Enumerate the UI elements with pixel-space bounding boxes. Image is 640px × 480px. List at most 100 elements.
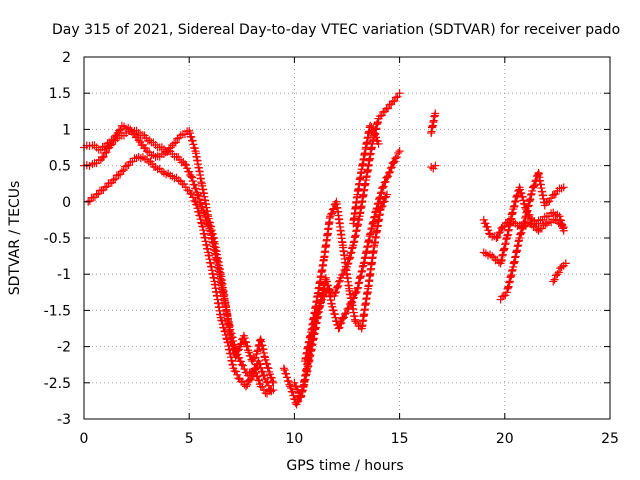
data-point: [331, 313, 340, 322]
data-point: [340, 310, 349, 319]
data-point: [219, 323, 228, 332]
data-point: [334, 324, 343, 333]
data-point: [196, 199, 205, 208]
data-point: [265, 385, 274, 394]
data-point: [221, 327, 230, 336]
data-point: [265, 370, 274, 379]
data-point: [185, 129, 194, 138]
data-point: [389, 158, 398, 167]
data-point: [242, 382, 251, 391]
data-point: [510, 201, 519, 210]
data-point: [500, 222, 509, 231]
data-point: [351, 288, 360, 297]
data-point: [122, 161, 131, 170]
x-tick-label: 15: [391, 431, 409, 447]
data-point: [386, 164, 395, 173]
data-point: [253, 372, 262, 381]
data-point: [382, 173, 391, 182]
data-point: [394, 148, 403, 157]
data-point: [253, 347, 262, 356]
data-point: [517, 189, 526, 198]
data-point: [431, 109, 440, 118]
data-point: [284, 377, 293, 386]
data-point: [251, 353, 260, 362]
plot-frame: [83, 56, 611, 420]
series-arc-4: [279, 89, 404, 409]
data-point: [267, 386, 276, 395]
data-point: [255, 376, 264, 385]
data-point: [237, 339, 246, 348]
data-point: [367, 122, 376, 131]
data-point: [339, 314, 348, 323]
data-point: [379, 182, 388, 191]
data-point: [263, 360, 272, 369]
data-point: [190, 180, 199, 189]
data-point: [279, 364, 288, 373]
data-point: [383, 172, 392, 181]
data-point: [516, 185, 525, 194]
data-point: [115, 126, 124, 135]
data-point: [251, 364, 260, 373]
data-point: [511, 196, 520, 205]
series-arc-8: [427, 109, 440, 138]
data-point: [201, 213, 210, 222]
data-point: [329, 306, 338, 315]
data-point: [488, 252, 497, 261]
data-point: [101, 149, 110, 158]
data-point: [559, 223, 568, 232]
data-point: [267, 373, 276, 382]
data-point: [390, 157, 399, 166]
data-point: [109, 176, 118, 185]
data-point: [327, 209, 336, 218]
data-point: [530, 181, 539, 190]
data-point: [378, 183, 387, 192]
data-point: [338, 315, 347, 324]
data-point: [241, 337, 250, 346]
data-point: [374, 195, 383, 204]
x-tick-label: 25: [601, 431, 619, 447]
data-point: [121, 162, 130, 171]
data-point: [242, 338, 251, 347]
data-point: [551, 215, 560, 224]
data-point: [256, 336, 265, 345]
data-point: [268, 377, 277, 386]
data-point: [290, 378, 299, 387]
data-point: [233, 370, 242, 379]
data-point: [483, 222, 492, 231]
data-point: [192, 184, 201, 193]
data-point: [352, 287, 361, 296]
data-point: [188, 136, 197, 145]
data-point: [561, 259, 570, 268]
x-tick-label: 5: [185, 431, 194, 447]
data-point: [498, 223, 507, 232]
data-point: [392, 153, 401, 162]
data-point: [188, 193, 197, 202]
data-point: [380, 178, 389, 187]
data-point: [529, 182, 538, 191]
data-point: [378, 184, 387, 193]
data-point: [518, 192, 527, 201]
data-point: [484, 226, 493, 235]
data-point: [382, 104, 391, 113]
data-point: [249, 354, 258, 363]
data-point: [496, 228, 505, 237]
data-point: [385, 168, 394, 177]
data-point: [521, 213, 530, 222]
data-point: [481, 219, 490, 228]
data-point: [479, 215, 488, 224]
data-point: [263, 378, 272, 387]
data-point: [494, 229, 503, 238]
data-point: [262, 359, 271, 368]
data-point: [218, 316, 227, 325]
series-arc-13: [549, 259, 570, 286]
data-point: [173, 134, 182, 143]
data-point: [244, 348, 253, 357]
data-point: [516, 229, 525, 238]
y-tick-label: 2: [62, 50, 71, 66]
data-point: [197, 218, 206, 227]
data-point: [384, 172, 393, 181]
data-point: [222, 334, 231, 343]
data-point: [427, 163, 436, 172]
data-point: [387, 163, 396, 172]
data-point: [92, 190, 101, 199]
